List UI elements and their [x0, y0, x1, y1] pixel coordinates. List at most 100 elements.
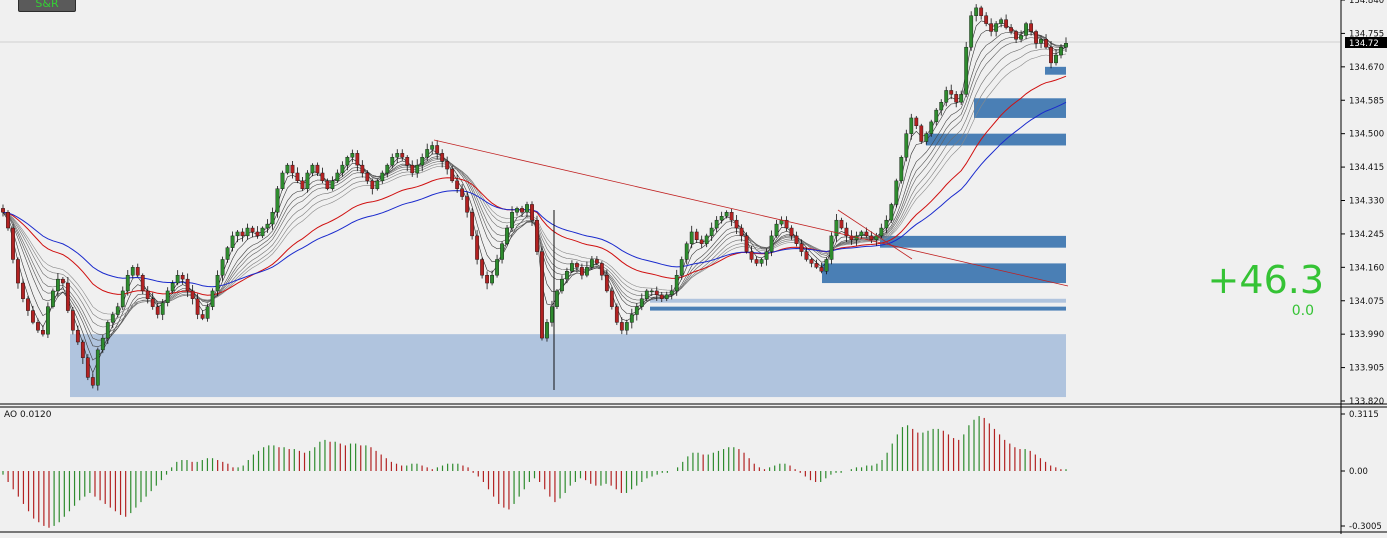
candle — [919, 123, 924, 144]
candle — [719, 211, 724, 224]
candle — [689, 225, 694, 249]
candle — [714, 216, 719, 233]
candle — [954, 91, 959, 108]
candle — [180, 272, 185, 285]
candle — [315, 162, 320, 176]
candle — [85, 354, 90, 381]
candle — [215, 270, 220, 296]
candle — [450, 165, 455, 183]
candle — [704, 233, 709, 248]
candle — [794, 231, 799, 247]
candle — [95, 347, 100, 391]
candle — [724, 210, 729, 219]
candle — [959, 90, 964, 105]
candle — [100, 334, 105, 354]
candle — [395, 149, 400, 164]
candle — [105, 320, 110, 345]
candle — [36, 318, 40, 333]
trendline-short[interactable] — [837, 209, 913, 260]
price-tick-label: 134.670 — [1349, 63, 1384, 73]
sr-zone — [974, 98, 1066, 118]
candle — [200, 310, 205, 321]
candle — [759, 257, 764, 267]
candle — [644, 288, 649, 302]
candle — [609, 286, 614, 310]
candle — [310, 163, 315, 177]
candle — [330, 176, 335, 191]
candle — [510, 206, 514, 233]
candle — [345, 155, 350, 171]
candle — [1024, 21, 1028, 40]
candle — [824, 257, 829, 275]
candle — [485, 271, 489, 290]
candle — [914, 115, 919, 130]
sr-zone — [880, 235, 1066, 248]
price-tick-label: 134.840 — [1349, 0, 1384, 6]
candle — [65, 276, 70, 314]
candle — [405, 155, 410, 171]
candle — [1004, 14, 1009, 30]
candle — [829, 232, 834, 265]
candle — [614, 303, 619, 326]
candle — [545, 319, 549, 342]
price-axis[interactable]: 134.840 134.755 134.670 134.585 134.500 134.4… — [1341, 0, 1384, 407]
candle — [230, 231, 235, 252]
candle — [70, 307, 75, 335]
candle — [380, 170, 385, 184]
candle — [220, 256, 225, 282]
trendline[interactable] — [433, 139, 1069, 287]
sr-zone — [926, 133, 1066, 146]
candle — [51, 288, 55, 309]
candle — [515, 206, 519, 216]
candle — [430, 141, 435, 155]
current-price-label: 134.72 — [1349, 39, 1379, 49]
candle — [290, 161, 295, 179]
candle — [275, 186, 280, 218]
candle — [939, 99, 944, 116]
candle — [979, 5, 984, 20]
candle — [1054, 49, 1058, 66]
candle — [490, 270, 494, 286]
candle — [280, 170, 285, 191]
candle — [580, 263, 584, 280]
candle — [55, 273, 60, 298]
price-tick-label: 134.755 — [1349, 29, 1384, 39]
grey-moving-average — [2, 37, 1067, 336]
grey-moving-average — [2, 53, 1067, 315]
candle — [410, 160, 415, 177]
candle — [929, 119, 934, 137]
sr-button[interactable]: S&R — [18, 0, 76, 12]
candle — [585, 261, 589, 278]
candle — [320, 167, 325, 184]
candle — [495, 254, 499, 278]
candle — [80, 339, 85, 364]
candle — [889, 202, 894, 223]
candle — [1019, 30, 1023, 43]
candle — [125, 270, 130, 296]
candle — [335, 169, 340, 183]
candle — [455, 174, 460, 193]
candle — [624, 319, 629, 335]
candle — [774, 219, 779, 238]
candle — [709, 222, 714, 241]
candle — [999, 17, 1004, 28]
candle — [904, 129, 909, 162]
candle — [140, 273, 145, 295]
candle — [160, 299, 165, 321]
candle — [60, 276, 65, 287]
candle — [530, 201, 534, 227]
candle — [425, 143, 430, 161]
candle — [90, 373, 95, 389]
moving-averages-layer — [2, 20, 1067, 374]
candle — [924, 131, 929, 145]
candle — [729, 208, 734, 227]
candle — [789, 225, 794, 240]
ao-axis[interactable]: 0.3115 0.00 -0.3005 — [1341, 410, 1382, 532]
candle — [120, 286, 125, 311]
candle — [964, 41, 969, 98]
candle — [420, 153, 425, 172]
candle — [844, 222, 849, 243]
candle — [869, 231, 874, 244]
